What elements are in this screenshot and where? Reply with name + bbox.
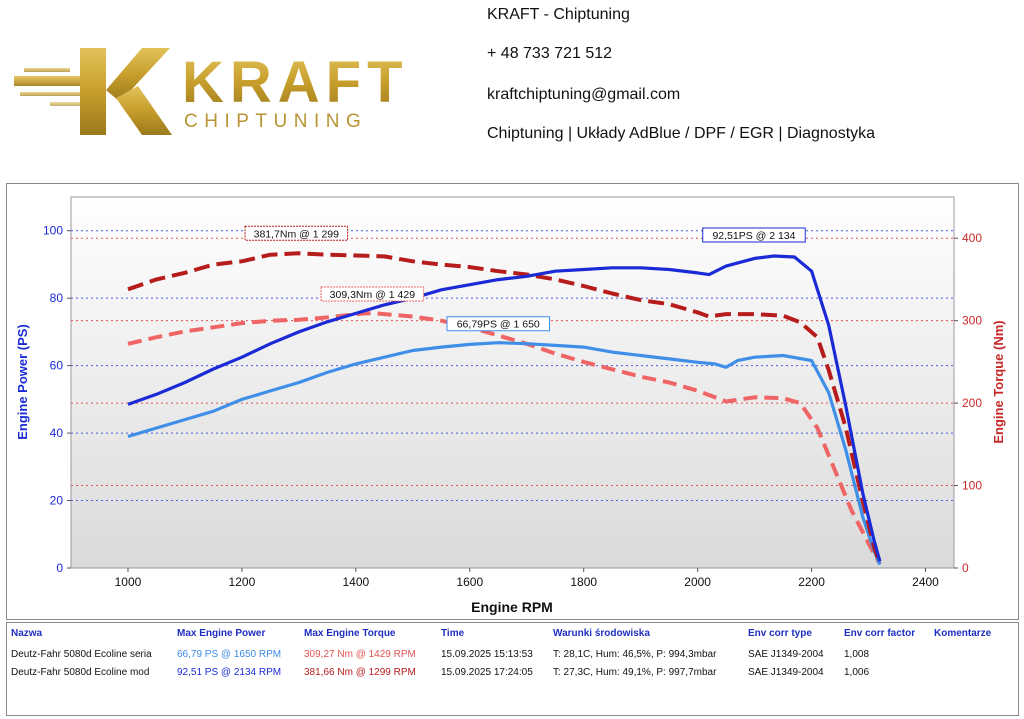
- table-row-stock-conditions: T: 28,1C, Hum: 46,5%, P: 994,3mbar: [553, 649, 717, 660]
- kraft-logo: KRAFT CHIPTUNING: [14, 48, 409, 135]
- logo-sub-text: CHIPTUNING: [184, 111, 367, 132]
- annotation-box: [320, 286, 425, 302]
- annotation-box: [702, 227, 806, 243]
- x-tick-label: 1000: [115, 575, 142, 589]
- series-line-power-mod: [127, 254, 882, 562]
- annotation-label: 309,3Nm @ 1 429: [330, 289, 416, 301]
- header-env-corr-factor: Env corr factor: [844, 628, 916, 639]
- y-tick-label: 0: [56, 561, 63, 575]
- y2-tick-label: 300: [962, 314, 982, 328]
- table-row-mod-corr-type: SAE J1349-2004: [748, 667, 824, 678]
- table-row-mod-conditions: T: 27,3C, Hum: 49,1%, P: 997,7mbar: [553, 667, 717, 678]
- x-tick-label: 1800: [570, 575, 597, 589]
- plot-area: [70, 196, 955, 569]
- series-line-power-stock: [127, 341, 882, 566]
- header-time: Time: [441, 628, 465, 639]
- dyno-chart-frame: [6, 183, 1019, 620]
- y-tick-label: 80: [50, 291, 64, 305]
- y2-tick-label: 400: [962, 231, 982, 245]
- annotation-box: [244, 225, 349, 241]
- y2-axis-ticks: 0 100 200 300 400: [954, 231, 982, 575]
- table-row-mod-corr-factor: 1,006: [844, 667, 870, 678]
- y-axis-label: Engine Power (PS): [15, 324, 30, 440]
- table-row-stock-torque: 309,27 Nm @ 1429 RPM: [304, 649, 416, 660]
- dyno-chart: 1000 1200 1400 1600 1800 2000 2200 2400 0204060…: [15, 196, 1006, 615]
- annotation-box: [446, 316, 551, 332]
- y2-axis-label: Engine Torque (Nm): [991, 320, 1006, 443]
- annotations: 381,7Nm @ 1 299 309,3Nm @ 1 429 66,79PS @ …: [244, 225, 806, 332]
- annotation-label: 92,51PS @ 2 134: [712, 230, 795, 242]
- x-axis-label: Engine RPM: [471, 599, 553, 615]
- logo-brand-text: KRAFT: [182, 50, 409, 115]
- table-row-mod-name: Deutz-Fahr 5080d Ecoline mod: [11, 667, 150, 678]
- annotation-label: 381,7Nm @ 1 299: [254, 228, 340, 240]
- x-tick-label: 2400: [912, 575, 939, 589]
- header-max-torque: Max Engine Torque: [304, 628, 396, 639]
- services-line: Chiptuning | Układy AdBlue / DPF / EGR |…: [487, 125, 876, 142]
- email-address: kraftchiptuning@gmail.com: [487, 86, 681, 103]
- table-row-mod-torque: 381,66 Nm @ 1299 RPM: [304, 667, 416, 678]
- header-max-power: Max Engine Power: [177, 628, 266, 639]
- company-name: KRAFT - Chiptuning: [487, 6, 630, 23]
- table-row-mod-time: 15.09.2025 17:24:05: [441, 667, 533, 678]
- results-table: Nazwa Max Engine Power Max Engine Torque…: [6, 622, 1019, 716]
- y-tick-label: 100: [43, 224, 63, 238]
- table-row-stock-power: 66,79 PS @ 1650 RPM: [177, 649, 282, 660]
- header-env-corr-type: Env corr type: [748, 628, 812, 639]
- header-nazwa: Nazwa: [11, 628, 43, 639]
- k-emblem-icon: [14, 48, 172, 135]
- header-comments: Komentarze: [934, 628, 992, 639]
- series-lines: [127, 251, 882, 566]
- y2-tick-label: 0: [962, 561, 969, 575]
- y-tick-label: 40: [50, 426, 64, 440]
- x-axis-ticks: 1000 1200 1400 1600 1800 2000 2200 2400: [115, 568, 939, 589]
- y-tick-label: 60: [50, 359, 64, 373]
- table-row-mod-power: 92,51 PS @ 2134 RPM: [177, 667, 282, 678]
- y2-tick-label: 100: [962, 479, 982, 493]
- series-line-torque-mod: [127, 251, 882, 565]
- annotation-label: 66,79PS @ 1 650: [457, 319, 540, 331]
- y-axis-ticks: 0 20 40 60 80 100: [43, 224, 71, 575]
- x-tick-label: 1400: [342, 575, 369, 589]
- phone-number: + 48 733 721 512: [487, 45, 613, 62]
- x-tick-label: 1600: [456, 575, 483, 589]
- table-row-stock-corr-type: SAE J1349-2004: [748, 649, 824, 660]
- x-tick-label: 1200: [229, 575, 256, 589]
- x-tick-label: 2000: [684, 575, 711, 589]
- table-row-stock-name: Deutz-Fahr 5080d Ecoline seria: [11, 649, 152, 660]
- y2-tick-label: 200: [962, 396, 982, 410]
- x-tick-label: 2200: [798, 575, 825, 589]
- table-row-stock-corr-factor: 1,008: [844, 649, 870, 660]
- y-tick-label: 20: [50, 494, 64, 508]
- table-row-stock-time: 15.09.2025 15:13:53: [441, 649, 533, 660]
- header-conditions: Warunki środowiska: [553, 628, 650, 639]
